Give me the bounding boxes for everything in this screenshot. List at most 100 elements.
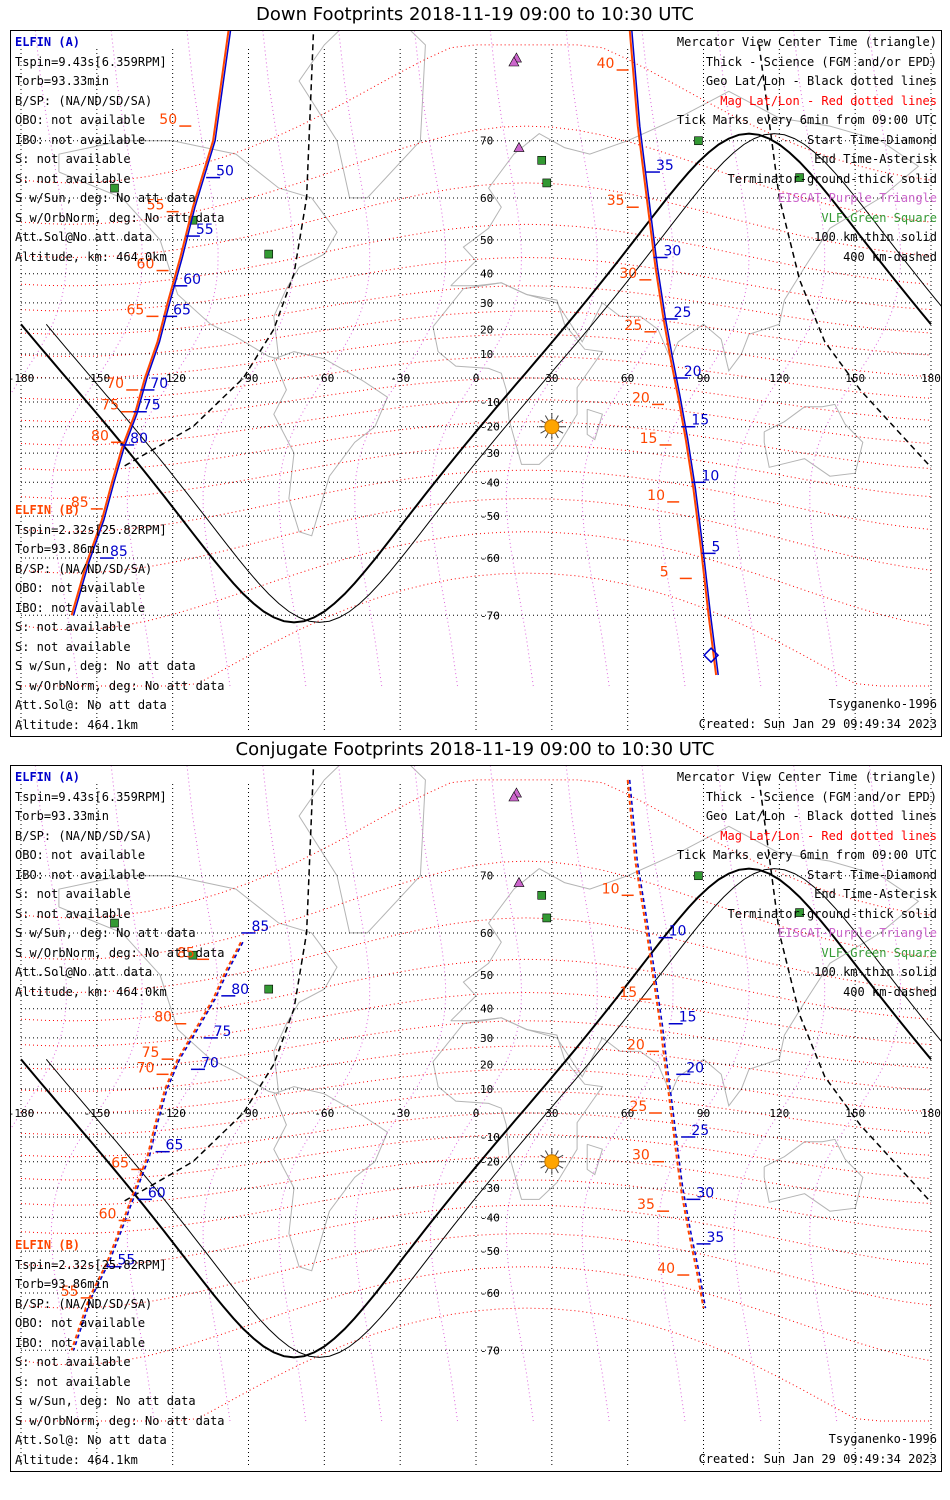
legend-item: EISCAT-Purple Triangle [778,926,937,940]
created-timestamp: Created: Sun Jan 29 09:49:34 2023 [698,1452,937,1466]
map-legend: Mercator View Center Time (triangle) Thi… [677,768,937,1002]
lon-tick-label: 90 [697,372,710,385]
probe-a-line: S: not available [15,906,131,921]
elfin-b-track [626,779,705,1309]
panel-2-title: Conjugate Footprints 2018-11-19 09:00 to… [235,739,715,760]
probe-a-line: S w/Sun, deg: No att data [15,926,196,940]
lat-tick-label: 40 [480,268,493,281]
coastline [273,351,389,537]
mag-lat-line [20,860,932,960]
terminator-400km-line [758,44,932,468]
coastline [763,403,864,477]
sun-ray [540,1164,547,1169]
sun-ray [554,415,559,421]
lon-tick-label: 60 [621,1107,634,1120]
probe-b-line: B/SP: (NA/ND/SD/SA) [15,561,153,576]
view-center-triangle [508,56,520,67]
legend-item: Terminator-ground-thick solid [727,906,937,921]
elfin-a-track [72,31,232,616]
lat-tick-label: 60 [480,192,493,205]
map-background [11,31,941,736]
elfin-b-tick-label: 55 [61,1284,79,1300]
down-footprints-map: -180 -150 -120 -90 -60 -30 0 30 60 90 120 150 180 70 6… [11,31,941,736]
lon-tick-label: 180 [921,372,941,385]
vlf-site-marker [694,136,703,146]
probe-b-line: S w/Sun, deg: No att data [15,659,196,673]
probe-b-line: B/SP: (NA/ND/SD/SA) [15,1296,153,1311]
lon-tick-label: -60 [314,1107,334,1120]
sun-ray [540,1154,547,1159]
elfin-b-track [70,941,242,1351]
lon-tick-label: -90 [239,1107,259,1120]
lat-tick-label: 30 [480,1032,493,1045]
elfin-a-tick-label: 25 [691,1123,709,1139]
probe-b-line: Torb=93.86min [15,1277,109,1291]
terminator-400km-line [758,779,932,1203]
elfin-b-tick-label: 85 [71,495,89,511]
probe-a-line: Altitude, km: 464.0km [15,249,167,264]
probe-b-line: Tspin=2.32s[25.82RPM] [15,522,167,537]
sun-ray [557,429,564,434]
sun-ray [557,419,564,424]
lat-tick-label: 60 [480,927,493,940]
elfin-a-track [628,779,707,1309]
lon-tick-label: 0 [473,1107,480,1120]
mag-lat-line [20,958,932,1022]
probe-a-line: Att.Sol@No att data [15,965,153,979]
elfin-b-tick-label: 20 [627,1037,645,1053]
sun-ray [544,1150,549,1156]
mag-lat-line [20,223,932,287]
lat-tick-label: 20 [480,1058,493,1071]
sun-icon [544,1154,560,1170]
sun-ray [544,432,549,439]
legend-item: 400 km-dashed [843,984,937,999]
probe-b-info: ELFIN (B) Tspin=2.32s[25.82RPM] Torb=93.… [15,501,225,735]
probe-a-line: B/SP: (NA/ND/SD/SA) [15,93,153,108]
elfin-b-tick-label: 75 [101,398,119,414]
probe-b-line: Att.Sol@: No att data [15,698,167,712]
lon-tick-label: -120 [159,372,186,385]
elfin-b-tick-label: 15 [640,431,658,447]
vlf-site-marker [264,249,274,259]
lon-tick-label: 30 [545,372,558,385]
probe-a-line: OBO: not available [15,848,146,862]
probe-a-name: ELFIN (A) [15,35,81,49]
vlf-site-marker [694,871,703,881]
elfin-b-tick-label: 75 [142,1045,160,1061]
sun-ray [540,419,547,424]
elfin-a-tick-label: 70 [201,1055,219,1071]
lat-tick-label: 50 [480,234,493,247]
elfin-b-tick-label: 85 [177,945,195,961]
elfin-b-tick-label: 40 [657,1261,675,1277]
elfin-a-tick-label: 55 [196,222,214,238]
legend-item: Terminator-ground-thick solid [727,171,937,186]
mag-lat-line [20,256,932,312]
elfin-b-tick-label: 60 [137,257,155,273]
probe-b-info: ELFIN (B) Tspin=2.32s[25.82RPM] Torb=93.… [15,1236,225,1470]
probe-b-line: S: not available [15,620,131,634]
probe-b-line: IBO: not available [15,600,146,615]
elfin-b-tick-label: 15 [619,985,637,1001]
probe-a-line: S: not available [15,887,131,901]
elfin-a-tick-label: 65 [166,1138,184,1154]
probe-b-line: OBO: not available [15,1316,146,1330]
vlf-site-marker [795,173,804,182]
lon-tick-label: -120 [159,1107,186,1120]
elfin-b-tick-label: 25 [629,1099,647,1115]
legend-item: Start Time-Diamond [806,132,937,147]
elfin-a-tick-label: 70 [150,376,168,392]
mag-lat-line [20,497,932,574]
elfin-b-tick-label: 30 [632,1148,650,1164]
sun-ray [557,1154,564,1159]
elfin-b-tick-label: 65 [111,1155,129,1171]
probe-b-line: Altitude: 464.1km [15,1452,138,1467]
probe-b-name: ELFIN (B) [15,503,81,517]
lon-tick-label: 150 [845,372,865,385]
lat-tick-label: -50 [480,510,500,523]
eiscat-site-marker [513,141,525,152]
lon-tick-label: 0 [473,372,480,385]
mag-lat-line [20,125,932,225]
conjugate-footprints-map: -180 -150 -120 -90 -60 -30 0 30 60 90 120 150 180 70 6… [11,766,941,1471]
elfin-a-tick-label: 20 [686,1060,704,1076]
elfin-a-tick-label: 30 [664,243,682,259]
